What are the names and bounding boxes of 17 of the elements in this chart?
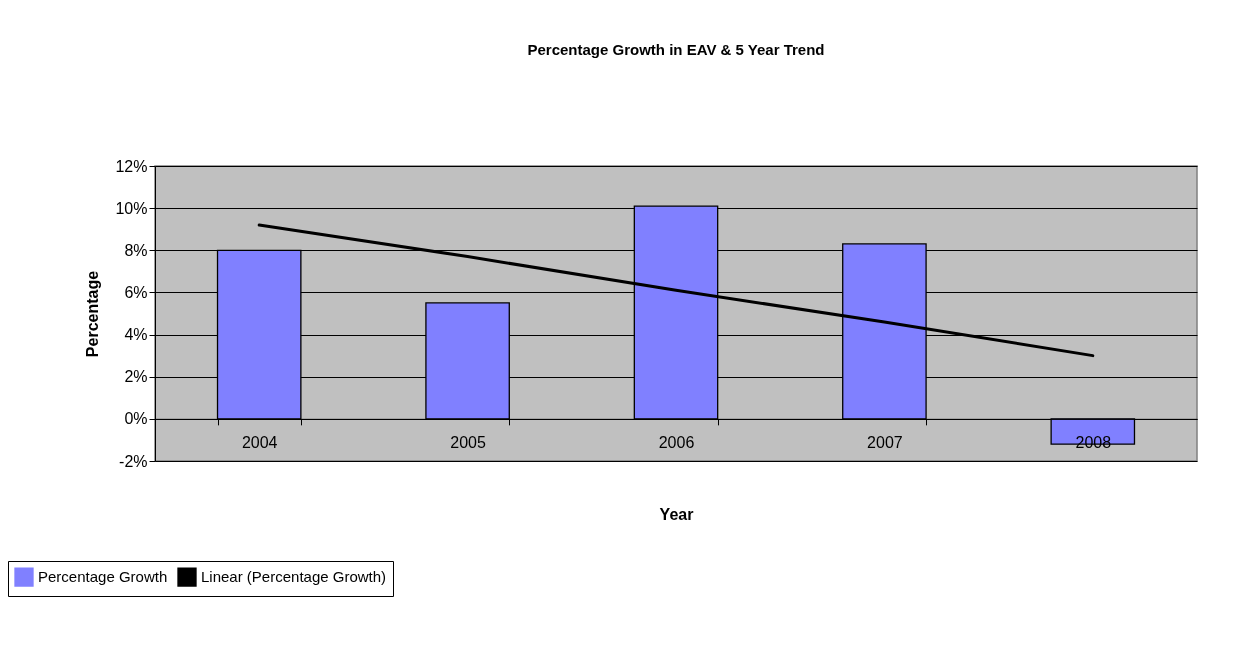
legend-label: Linear (Percentage Growth) bbox=[201, 568, 387, 586]
y-tick-label: 12% bbox=[115, 157, 148, 175]
y-tick-label: 2% bbox=[124, 368, 148, 386]
y-tick-label: 0% bbox=[124, 410, 148, 428]
y-tick-label: 4% bbox=[124, 326, 148, 344]
y-tick-label: 6% bbox=[124, 283, 148, 301]
x-tick-label: 2005 bbox=[450, 434, 486, 452]
x-tick-label: 2004 bbox=[241, 434, 278, 452]
x-tick-label: 2007 bbox=[867, 434, 903, 452]
y-tick-label: 10% bbox=[115, 199, 148, 217]
legend-label: Percentage Growth bbox=[38, 568, 168, 586]
x-tick-label: 2006 bbox=[658, 434, 695, 452]
y-axis-title: Percentage bbox=[84, 270, 102, 358]
y-tick-label: 8% bbox=[124, 241, 148, 259]
y-tick-label: -2% bbox=[119, 452, 148, 470]
chart-title: Percentage Growth in EAV & 5 Year Trend bbox=[527, 41, 825, 58]
x-axis-title: Year bbox=[659, 506, 694, 524]
